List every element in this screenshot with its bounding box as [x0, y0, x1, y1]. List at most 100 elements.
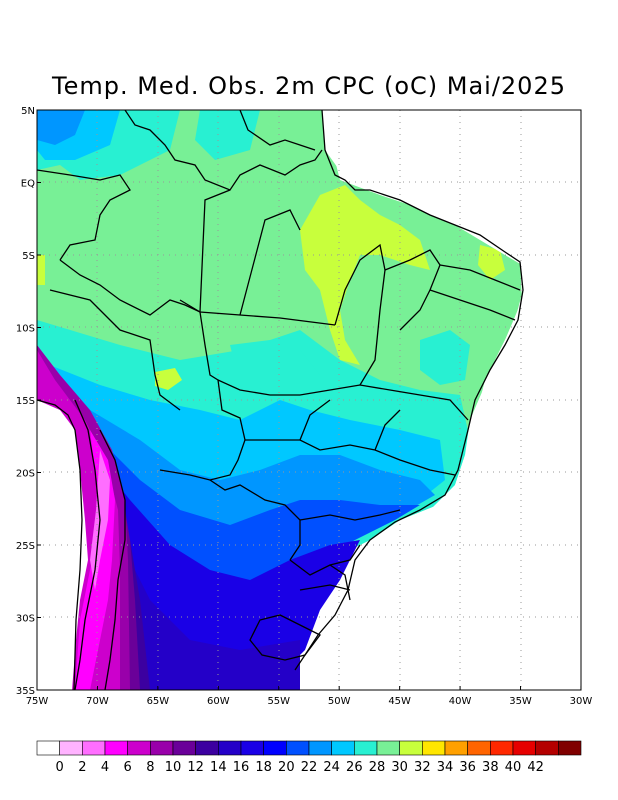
border-paraguay	[209, 479, 301, 561]
colorbar-label: 10	[165, 760, 182, 775]
colorbar-swatch	[286, 740, 310, 756]
colorbar-label: 32	[414, 760, 431, 775]
state-lines-8	[245, 439, 456, 476]
colorbar-label: 16	[233, 760, 250, 775]
border-argentina-west	[99, 429, 126, 691]
pacific-coastline	[36, 399, 83, 691]
state-lines-6	[429, 289, 516, 321]
lat-label: 30S	[16, 614, 35, 625]
colorbar-label: 42	[527, 760, 544, 775]
colorbar-swatch	[308, 740, 332, 756]
country-borders	[36, 109, 524, 691]
field-aqua-top-center	[195, 110, 260, 160]
colorbar-swatch	[422, 740, 446, 756]
state-lines-7	[217, 379, 469, 421]
colorbar-swatch	[82, 740, 106, 756]
brazil-coastline	[294, 109, 524, 671]
colorbar-swatch	[36, 740, 60, 756]
state-lines-3	[334, 243, 386, 386]
lat-label: 20S	[16, 469, 35, 480]
lat-label: 5N	[21, 106, 35, 117]
lat-axis-labels: 5N EQ 5S 10S 15S 20S 25S 30S 35S	[16, 106, 41, 697]
field-aqua-central	[230, 340, 320, 395]
colorbar-label: 0	[56, 760, 64, 775]
grid-lines	[37, 110, 581, 690]
state-lines-2	[239, 209, 301, 316]
colorbar-label: 24	[323, 760, 340, 775]
lat-label: 15S	[16, 396, 35, 407]
colorbar-swatch	[331, 740, 355, 756]
border-chile	[74, 399, 101, 691]
colorbar-swatch	[218, 740, 242, 756]
colorbar-label: 20	[278, 760, 295, 775]
colorbar-swatch	[444, 740, 468, 756]
colorbar-swatch	[558, 740, 582, 756]
colorbar-label: 18	[255, 760, 272, 775]
border-peru-bolivia	[49, 289, 181, 411]
border-uruguay	[249, 614, 321, 661]
colorbar-label: 34	[437, 760, 454, 775]
state-lines-1	[199, 189, 231, 313]
border-peru-brazil	[59, 259, 336, 326]
border-guianas	[239, 109, 316, 151]
state-lines-5	[439, 264, 521, 291]
lon-label: 30W	[570, 696, 593, 707]
ocean-atlantic	[300, 110, 581, 690]
field-yellowgreen-amazon	[300, 185, 430, 365]
state-lines-9	[299, 399, 331, 441]
colorbar-swatch	[150, 740, 174, 756]
colorbar-swatch	[467, 740, 491, 756]
colorbar-label: 28	[369, 760, 386, 775]
field-yellowgreen-northeast	[478, 245, 505, 280]
lat-label: 35S	[16, 686, 35, 697]
field-yellowgreen-west	[37, 255, 45, 285]
colorbar-label: 12	[187, 760, 204, 775]
lon-label: 50W	[328, 696, 351, 707]
border-colombia	[36, 169, 131, 261]
state-lines-10	[374, 409, 401, 451]
colorbar-label: 40	[505, 760, 522, 775]
colorbar-swatch	[104, 740, 128, 756]
colorbar-label: 22	[301, 760, 318, 775]
colorbar-swatch	[354, 740, 378, 756]
colorbar-label: 8	[146, 760, 154, 775]
lon-label: 60W	[207, 696, 230, 707]
map-title: Temp. Med. Obs. 2m CPC (oC) Mai/2025	[51, 72, 566, 100]
lon-axis-labels: 75W 70W 65W 60W 55W 50W 45W 40W 35W 30W	[26, 686, 593, 707]
colorbar-swatch	[376, 740, 400, 756]
colorbar-label: 38	[482, 760, 499, 775]
lon-label: 75W	[26, 696, 49, 707]
colorbar-swatch	[59, 740, 83, 756]
colorbar-swatch	[127, 740, 151, 756]
colorbar-label: 36	[459, 760, 476, 775]
colorbar-label: 6	[124, 760, 132, 775]
colorbar-label: 26	[346, 760, 363, 775]
lat-label: 10S	[16, 324, 35, 335]
colorbar-swatch	[240, 740, 264, 756]
colorbar-swatch	[263, 740, 287, 756]
colorbar-swatch	[490, 740, 514, 756]
lon-label: 35W	[509, 696, 532, 707]
border-venezuela	[124, 109, 323, 191]
colorbar-swatch	[512, 740, 536, 756]
lon-label: 55W	[267, 696, 290, 707]
field-aqua-east	[420, 330, 470, 385]
field-yellowgreen-pantanal	[155, 368, 182, 390]
colorbar-label: 30	[391, 760, 408, 775]
lat-label: 5S	[22, 251, 35, 262]
colorbar-swatch	[172, 740, 196, 756]
lon-label: 45W	[388, 696, 411, 707]
colorbar-label: 14	[210, 760, 227, 775]
colorbar-swatch	[535, 740, 559, 756]
colorbar-label: 4	[101, 760, 109, 775]
lat-label: 25S	[16, 541, 35, 552]
colorbar-swatch	[195, 740, 219, 756]
field-blue-north	[37, 110, 85, 145]
state-lines-13	[299, 584, 351, 591]
lat-label: EQ	[21, 179, 35, 190]
colorbar-label: 2	[78, 760, 86, 775]
colorbar: 0 2 4 6 8 10 12 14 16 18 20 22 24 26 28 30 32 34 36 38 40 42	[36, 740, 582, 775]
state-lines-12	[329, 544, 361, 566]
lon-label: 65W	[147, 696, 170, 707]
